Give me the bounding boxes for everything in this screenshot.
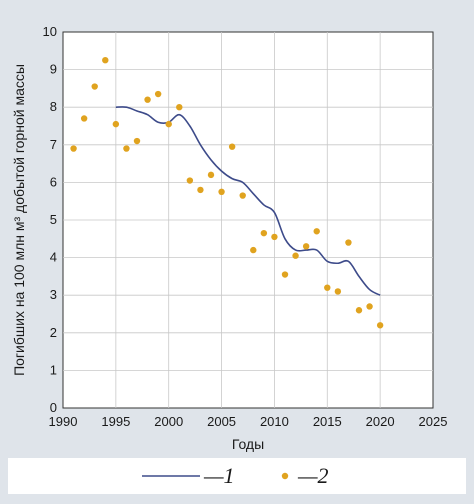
- series-2-point: [91, 83, 98, 90]
- series-2-point: [281, 271, 289, 278]
- x-tick-label: 2000: [154, 414, 183, 429]
- series-2-point: [112, 120, 120, 128]
- y-tick-label: 1: [50, 362, 57, 377]
- y-tick-label: 8: [50, 99, 57, 114]
- series-2-point: [260, 229, 268, 237]
- y-tick-label: 6: [50, 174, 57, 189]
- y-tick-label: 7: [50, 137, 57, 152]
- series-2-point: [228, 143, 236, 150]
- x-tick-label: 1990: [49, 414, 78, 429]
- series-2-point: [313, 228, 320, 235]
- y-tick-label: 2: [50, 325, 57, 340]
- x-axis-title: Годы: [232, 436, 264, 452]
- series-2-point: [334, 288, 342, 295]
- series-2-point: [197, 186, 204, 194]
- series-2-point: [70, 145, 77, 152]
- y-tick-label: 3: [50, 287, 57, 302]
- x-tick-label: 2005: [207, 414, 236, 429]
- x-tick-labels: 1990 1995 2000 2005 2010 2015 2020 2025: [49, 414, 448, 429]
- x-tick-label: 1995: [101, 414, 130, 429]
- y-tick-label: 4: [50, 250, 57, 265]
- y-tick-label: 0: [50, 400, 57, 415]
- y-tick-labels: 0 1 2 3 4 5 6 7 8 9 10: [43, 24, 57, 415]
- series-2-point: [292, 252, 299, 259]
- series-2-point: [302, 243, 310, 250]
- legend-box: [8, 458, 466, 494]
- series-2-point: [239, 192, 246, 199]
- legend-label-1: —1: [203, 463, 235, 488]
- series-2-point: [207, 171, 215, 179]
- grid: [63, 32, 433, 408]
- series-2-point: [324, 284, 331, 291]
- series-group: [70, 57, 384, 329]
- y-axis-title: Погибших на 100 млн м³ добытой горной ма…: [11, 64, 27, 376]
- x-tick-label: 2020: [366, 414, 395, 429]
- legend: —1 —2: [8, 458, 466, 494]
- y-tick-label: 5: [50, 212, 57, 227]
- series-2-point: [165, 120, 172, 128]
- series-2-point: [376, 322, 384, 329]
- series-2-point: [218, 188, 225, 195]
- series-2-point: [176, 104, 183, 111]
- series-2-point: [250, 246, 257, 254]
- series-2-point: [123, 145, 130, 152]
- series-2-point: [102, 57, 109, 64]
- series-1-line: [115, 106, 381, 296]
- series-2-point: [271, 233, 278, 241]
- series-2-point: [154, 90, 162, 98]
- series-2-point: [355, 307, 363, 314]
- series-2-point: [366, 303, 373, 310]
- y-tick-label: 10: [43, 24, 57, 39]
- x-tick-label: 2010: [260, 414, 289, 429]
- legend-dot-swatch: [281, 472, 289, 480]
- series-2-point: [186, 177, 194, 184]
- legend-label-2: —2: [297, 463, 329, 488]
- series-2-point: [80, 115, 88, 122]
- series-2-point: [133, 137, 141, 145]
- y-tick-label: 9: [50, 62, 57, 77]
- series-2-point: [345, 239, 352, 246]
- x-tick-label: 2015: [313, 414, 342, 429]
- x-tick-label: 2025: [419, 414, 448, 429]
- series-2-point: [144, 96, 151, 103]
